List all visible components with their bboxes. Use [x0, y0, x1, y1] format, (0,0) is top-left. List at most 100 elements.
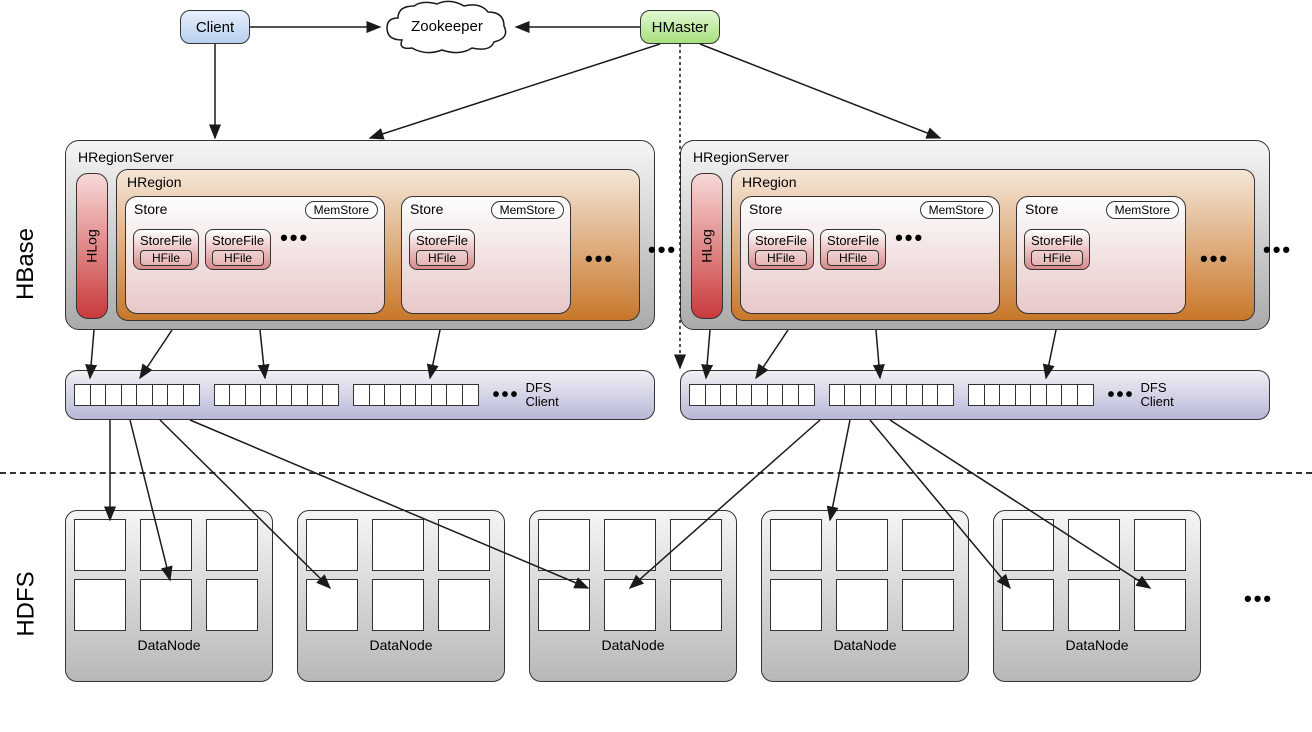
storefile-label: StoreFile [1031, 233, 1083, 248]
storefile-label: StoreFile [827, 233, 879, 248]
dfs-block-cell [229, 384, 246, 406]
datanode-block [1002, 519, 1054, 571]
hfile-box: HFile [212, 250, 264, 266]
datanode-block [538, 519, 590, 571]
datanode-label: DataNode [538, 637, 728, 653]
memstore-box: MemStore [920, 201, 993, 219]
memstore-box: MemStore [491, 201, 564, 219]
hfile-box: HFile [416, 250, 468, 266]
datanode-box: DataNode [297, 510, 505, 682]
dfs-block-cell [353, 384, 370, 406]
hregionserver-box: HRegionServerHLogHRegionStoreMemStoreSto… [680, 140, 1270, 330]
hfile-box: HFile [755, 250, 807, 266]
hbase-hdfs-divider [0, 472, 1312, 474]
dfs-client-label: DFSClient [526, 381, 559, 410]
datanode-label: DataNode [306, 637, 496, 653]
datanode-block [604, 519, 656, 571]
hbase-section-label: HBase [12, 228, 40, 300]
regionserver-ellipsis-icon: ••• [648, 237, 677, 263]
dfs-block-cell [260, 384, 277, 406]
dfs-block-group [214, 384, 340, 406]
storefile-label: StoreFile [755, 233, 807, 248]
dfs-block-cell [984, 384, 1001, 406]
dfs-block-cell [1015, 384, 1032, 406]
store-ellipsis-icon: ••• [895, 225, 924, 250]
dfs-block-group [689, 384, 815, 406]
datanode-ellipsis-icon: ••• [1244, 586, 1273, 612]
store-label: Store [410, 201, 443, 217]
dfs-block-cell [214, 384, 231, 406]
hregion-box: HRegionStoreMemStoreStoreFileHFileStoreF… [116, 169, 640, 321]
dfs-block-cell [74, 384, 91, 406]
hfile-box: HFile [1031, 250, 1083, 266]
store-label: Store [1025, 201, 1058, 217]
hfile-box: HFile [140, 250, 192, 266]
datanode-block [140, 519, 192, 571]
dfs-block-cell [844, 384, 861, 406]
dfs-block-cell [922, 384, 939, 406]
datanode-block [74, 579, 126, 631]
datanode-label: DataNode [74, 637, 264, 653]
storefile-box: StoreFile HFile [1024, 229, 1090, 270]
dfs-block-cell [415, 384, 432, 406]
hregion-label: HRegion [742, 174, 1244, 190]
datanode-block [306, 519, 358, 571]
dfs-block-cell [1030, 384, 1047, 406]
datanode-block [1134, 519, 1186, 571]
dfs-block-cell [322, 384, 339, 406]
dfs-block-cell [90, 384, 107, 406]
dfs-block-cell [276, 384, 293, 406]
dfs-block-cell [751, 384, 768, 406]
datanode-block [538, 579, 590, 631]
dfs-block-cell [121, 384, 138, 406]
datanode-box: DataNode [761, 510, 969, 682]
hregion-box: HRegionStoreMemStoreStoreFileHFileStoreF… [731, 169, 1255, 321]
storefile-label: StoreFile [212, 233, 264, 248]
datanode-block [770, 519, 822, 571]
hregion-ellipsis-icon: ••• [1200, 246, 1229, 272]
dfs-block-group [353, 384, 479, 406]
datanode-block [670, 579, 722, 631]
datanode-block [306, 579, 358, 631]
datanode-block [206, 579, 258, 631]
store-box: Store MemStore StoreFile HFile StoreFile HFil… [740, 196, 1000, 314]
dfs-block-cell [307, 384, 324, 406]
dfs-block-cell [105, 384, 122, 406]
datanode-block [902, 579, 954, 631]
client-node: Client [180, 10, 250, 44]
dfs-block-cell [1077, 384, 1094, 406]
dfs-block-cell [1046, 384, 1063, 406]
hfile-box: HFile [827, 250, 879, 266]
dfs-block-cell [891, 384, 908, 406]
hregionserver-label: HRegionServer [78, 149, 642, 165]
datanode-label: DataNode [1002, 637, 1192, 653]
dfs-block-cell [767, 384, 784, 406]
hlog-label: HLog [84, 229, 100, 262]
dfs-block-cell [875, 384, 892, 406]
dfs-block-cell [689, 384, 706, 406]
datanode-label: DataNode [770, 637, 960, 653]
memstore-box: MemStore [305, 201, 378, 219]
hregion-ellipsis-icon: ••• [585, 246, 614, 272]
dfs-block-group [968, 384, 1094, 406]
datanode-box: DataNode [65, 510, 273, 682]
storefile-box: StoreFile HFile [205, 229, 271, 270]
store-label: Store [749, 201, 782, 217]
store-box: StoreMemStoreStoreFileHFile [401, 196, 571, 314]
dfs-client-label: DFSClient [1141, 381, 1174, 410]
dfs-ellipsis-icon: ••• [493, 384, 520, 407]
datanode-block [1068, 519, 1120, 571]
datanode-block [770, 579, 822, 631]
dfs-block-cell [400, 384, 417, 406]
zookeeper-node: Zookeeper [382, 0, 512, 54]
dfs-block-cell [1061, 384, 1078, 406]
storefile-box: StoreFileHFile [133, 229, 199, 270]
datanode-block [902, 519, 954, 571]
dfs-block-cell [736, 384, 753, 406]
dfs-block-cell [152, 384, 169, 406]
datanode-block [372, 579, 424, 631]
arrow-line [830, 420, 850, 520]
dfs-block-cell [705, 384, 722, 406]
storefile-box: StoreFile HFile [748, 229, 814, 270]
datanode-block [836, 519, 888, 571]
